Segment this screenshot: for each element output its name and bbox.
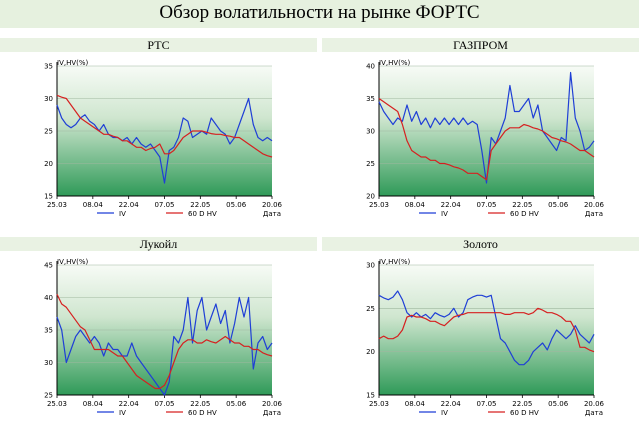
x-tick-label: 22.04 <box>441 201 462 209</box>
y-tick-label: 20 <box>44 160 53 168</box>
x-tick-label: 05.06 <box>548 201 569 209</box>
y-tick-label: 20 <box>366 348 375 356</box>
y-axis-label: IV,HV(%) <box>57 258 89 266</box>
x-tick-label: 25.03 <box>47 201 67 209</box>
x-axis-label: Дата <box>263 210 281 218</box>
chart-title: РТС <box>0 38 317 52</box>
y-tick-label: 30 <box>44 359 53 367</box>
x-tick-label: 20.06 <box>262 400 283 408</box>
series-line-hv <box>378 307 595 353</box>
chart-panel-rts: РТС 15 20 25 30 35 IV,HV(%) 25.03 08.04 22.04 07.… <box>0 38 317 233</box>
series-line-iv <box>56 296 273 396</box>
x-tick-label: 25.03 <box>369 201 389 209</box>
legend-label: 60 D HV <box>510 210 539 218</box>
y-tick-label: 25 <box>366 305 375 313</box>
x-tick-label: 08.04 <box>83 400 104 408</box>
y-tick-label: 30 <box>366 262 375 270</box>
y-axis-label: IV,HV(%) <box>57 59 89 67</box>
series-line-iv <box>378 290 595 366</box>
x-tick-label: 22.05 <box>512 400 532 408</box>
series-line-iv <box>378 71 595 184</box>
y-tick-label: 25 <box>44 128 53 136</box>
volatility-chart-rts: 15 20 25 30 35 IV,HV(%) 25.03 08.04 22.04 07.05 22… <box>44 59 283 218</box>
legend-label: IV <box>441 210 448 218</box>
x-tick-label: 07.05 <box>476 400 496 408</box>
x-tick-label: 22.05 <box>512 201 532 209</box>
x-tick-label: 22.04 <box>119 201 140 209</box>
chart-title: Золото <box>322 237 639 251</box>
x-tick-label: 22.04 <box>441 400 462 408</box>
y-tick-label: 20 <box>366 193 375 201</box>
chart-panel-gold: Золото 15 20 25 30 IV,HV(%) 25.03 08.04 22.04 07… <box>322 237 639 432</box>
x-tick-label: 08.04 <box>405 201 426 209</box>
y-tick-label: 35 <box>366 95 375 103</box>
x-tick-label: 07.05 <box>154 201 174 209</box>
x-tick-label: 05.06 <box>226 201 247 209</box>
x-tick-label: 20.06 <box>584 400 605 408</box>
series-line-hv <box>378 98 595 181</box>
y-tick-label: 15 <box>44 193 53 201</box>
x-tick-label: 05.06 <box>226 400 247 408</box>
x-axis-label: Дата <box>263 409 281 417</box>
y-tick-label: 45 <box>44 262 53 270</box>
legend-label: 60 D HV <box>510 409 539 417</box>
chart-panel-gazprom: ГАЗПРОМ 20 25 30 35 40 IV,HV(%) 25.03 08.04 22.0… <box>322 38 639 233</box>
page-title: Обзор волатильности на рынке ФОРТС <box>0 0 639 28</box>
x-tick-label: 08.04 <box>83 201 104 209</box>
y-axis-label: IV,HV(%) <box>379 258 411 266</box>
x-tick-label: 22.05 <box>190 201 210 209</box>
chart-title: ГАЗПРОМ <box>322 38 639 52</box>
y-tick-label: 35 <box>44 63 53 71</box>
chart-title: Лукойл <box>0 237 317 251</box>
legend-label: IV <box>119 210 126 218</box>
y-tick-label: 15 <box>366 392 375 400</box>
y-tick-label: 25 <box>44 392 53 400</box>
y-tick-label: 40 <box>366 63 375 71</box>
x-tick-label: 07.05 <box>154 400 174 408</box>
x-tick-label: 07.05 <box>476 201 496 209</box>
series-line-hv <box>56 294 273 390</box>
legend-label: IV <box>119 409 126 417</box>
legend-label: IV <box>441 409 448 417</box>
series-line-hv <box>56 94 273 158</box>
x-tick-label: 05.06 <box>548 400 569 408</box>
legend-label: 60 D HV <box>188 210 217 218</box>
x-axis-label: Дата <box>585 409 603 417</box>
x-tick-label: 08.04 <box>405 400 426 408</box>
y-tick-label: 30 <box>44 95 53 103</box>
plot-background <box>379 265 594 395</box>
y-tick-label: 30 <box>366 128 375 136</box>
x-tick-label: 20.06 <box>584 201 605 209</box>
x-tick-label: 25.03 <box>369 400 389 408</box>
x-tick-label: 22.04 <box>119 400 140 408</box>
x-axis-label: Дата <box>585 210 603 218</box>
y-tick-label: 40 <box>44 294 53 302</box>
volatility-chart-lukoil: 25 30 35 40 45 IV,HV(%) 25.03 08.04 22.04 07.05 22… <box>44 258 283 417</box>
x-tick-label: 25.03 <box>47 400 67 408</box>
y-axis-label: IV,HV(%) <box>379 59 411 67</box>
chart-panel-lukoil: Лукойл 25 30 35 40 45 IV,HV(%) 25.03 08.04 22.04… <box>0 237 317 432</box>
volatility-chart-gold: 15 20 25 30 IV,HV(%) 25.03 08.04 22.04 07.05 22.0… <box>366 258 605 417</box>
x-tick-label: 20.06 <box>262 201 283 209</box>
x-tick-label: 22.05 <box>190 400 210 408</box>
series-line-iv <box>56 97 273 184</box>
y-tick-label: 35 <box>44 327 53 335</box>
y-tick-label: 25 <box>366 160 375 168</box>
volatility-chart-gazprom: 20 25 30 35 40 IV,HV(%) 25.03 08.04 22.04 07.05 22… <box>366 59 605 218</box>
legend-label: 60 D HV <box>188 409 217 417</box>
